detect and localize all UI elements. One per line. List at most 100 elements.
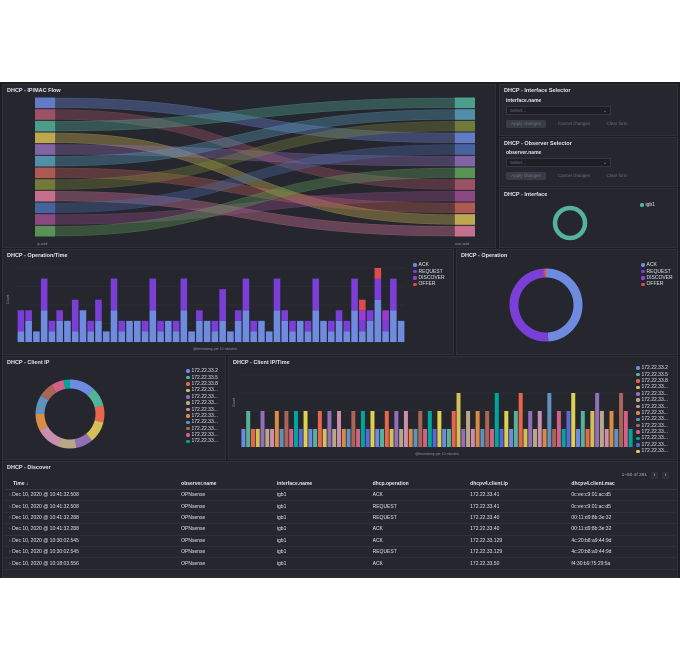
bar-request[interactable] <box>273 278 281 311</box>
bar[interactable] <box>418 411 423 447</box>
bar[interactable] <box>576 429 581 447</box>
bar[interactable] <box>599 411 604 447</box>
bar[interactable] <box>356 429 361 447</box>
sankey-chart[interactable]: ip.addr mac.addr <box>3 85 496 248</box>
bar[interactable] <box>327 411 332 447</box>
bar-request[interactable] <box>87 320 94 332</box>
bar[interactable] <box>580 411 585 447</box>
bar-request[interactable] <box>149 278 157 311</box>
bar-ack[interactable] <box>25 320 32 342</box>
bar-request[interactable] <box>71 299 79 332</box>
table-row[interactable]: › Dec 10, 2020 @ 10:30:02.545 OPNsense igb… <box>5 535 677 547</box>
bar-discover[interactable] <box>382 310 389 321</box>
bar-ack[interactable] <box>258 320 265 342</box>
bar-ack[interactable] <box>149 310 157 342</box>
sankey-node-mac[interactable] <box>455 109 475 120</box>
bar[interactable] <box>623 411 628 447</box>
bar[interactable] <box>446 429 451 447</box>
legend-item[interactable]: 172.22.33... <box>186 438 218 444</box>
bar-ack[interactable] <box>397 320 405 342</box>
bar-ack[interactable] <box>281 320 288 342</box>
bar[interactable] <box>360 411 365 447</box>
bar-ack[interactable] <box>273 310 281 342</box>
bar-request[interactable] <box>242 278 250 311</box>
bar-request[interactable] <box>110 278 118 311</box>
bar-ack[interactable] <box>196 320 203 342</box>
bar-ack[interactable] <box>165 320 172 342</box>
bar-request[interactable] <box>250 320 257 332</box>
bar-ack[interactable] <box>17 331 25 342</box>
bar[interactable] <box>394 411 399 447</box>
bar-ack[interactable] <box>359 331 366 342</box>
bar-ack[interactable] <box>328 331 335 342</box>
expand-row-icon[interactable]: › <box>9 503 13 510</box>
legend-item[interactable]: 172.22.33... <box>636 403 668 410</box>
bar[interactable] <box>442 429 447 447</box>
legend-item[interactable]: 172.22.33... <box>636 384 668 390</box>
client-ip-donut-chart[interactable] <box>3 357 226 460</box>
legend-item[interactable]: 172.22.33... <box>186 406 218 413</box>
sankey-node-ip[interactable] <box>35 144 55 155</box>
bar-request[interactable] <box>25 310 32 321</box>
clear-form-button[interactable]: Clear form <box>606 121 628 126</box>
sankey-node-mac[interactable] <box>455 97 475 109</box>
bar[interactable] <box>604 429 609 447</box>
donut-slice[interactable] <box>63 379 71 389</box>
bar-ack[interactable] <box>87 331 94 342</box>
legend-item[interactable]: 172.22.33... <box>636 391 668 397</box>
legend-item[interactable]: DISCOVER <box>413 275 445 281</box>
bar[interactable] <box>480 429 485 447</box>
column-header[interactable]: observer.name <box>177 479 273 490</box>
bar-ack[interactable] <box>40 310 48 342</box>
column-header[interactable]: dhcpv4.client.mac <box>567 479 677 490</box>
legend-item[interactable]: ACK <box>413 262 445 268</box>
bar[interactable] <box>470 429 475 447</box>
chevron-right-icon[interactable]: › <box>662 472 669 479</box>
legend-item[interactable]: 172.22.33... <box>186 387 218 393</box>
table-row[interactable]: › Dec 10, 2020 @ 10:18:03.556 OPNsense igb… <box>5 557 677 570</box>
bar[interactable] <box>461 429 466 447</box>
apply-changes-button[interactable]: Apply changes <box>506 172 546 180</box>
bar[interactable] <box>619 393 624 447</box>
bar-request[interactable] <box>219 289 226 321</box>
bar[interactable] <box>547 393 552 447</box>
legend-item[interactable]: 172.22.33... <box>636 410 668 416</box>
bar[interactable] <box>585 429 590 447</box>
sankey-node-ip[interactable] <box>35 225 55 237</box>
bar-ack[interactable] <box>304 331 312 342</box>
clear-form-button[interactable]: Clear form <box>606 173 628 178</box>
sankey-node-ip[interactable] <box>35 97 55 109</box>
legend-item[interactable]: 172.22.33... <box>186 394 218 400</box>
legend-item[interactable]: 172.22.33.8 <box>636 378 668 384</box>
bar-request[interactable] <box>335 310 343 321</box>
bar[interactable] <box>270 429 275 447</box>
donut-slice[interactable] <box>545 268 583 342</box>
bar[interactable] <box>571 393 576 447</box>
sankey-node-ip[interactable] <box>35 202 55 214</box>
bar[interactable] <box>552 429 557 447</box>
bar-request[interactable] <box>390 278 397 311</box>
expand-row-icon[interactable]: › <box>9 526 13 533</box>
legend-item[interactable]: 172.22.33.2 <box>186 368 218 374</box>
bar-ack[interactable] <box>172 331 180 342</box>
donut-slice[interactable] <box>74 433 92 448</box>
bar[interactable] <box>533 429 537 447</box>
sankey-node-ip[interactable] <box>35 167 55 179</box>
table-row[interactable]: › Dec 10, 2020 @ 10:41:32.508 OPNsense igb… <box>5 500 677 513</box>
bar[interactable] <box>489 429 494 447</box>
bar-ack[interactable] <box>211 331 219 342</box>
bar[interactable] <box>466 411 471 447</box>
legend-item[interactable]: REQUEST <box>641 268 673 275</box>
bar[interactable] <box>380 429 385 447</box>
bar-ack[interactable] <box>343 331 351 342</box>
bar-ack[interactable] <box>48 331 56 342</box>
bar-request[interactable] <box>343 320 351 332</box>
bar-ack[interactable] <box>265 331 273 342</box>
bar[interactable] <box>542 429 547 447</box>
donut-slice[interactable] <box>39 426 61 447</box>
table-row[interactable]: › Dec 10, 2020 @ 10:41:32.288 OPNsense igb… <box>5 512 677 525</box>
client-ip-time-chart[interactable]: Count @timestamp per 10 minutes <box>229 357 678 460</box>
bar[interactable] <box>322 429 327 447</box>
bar[interactable] <box>337 411 341 447</box>
bar[interactable] <box>274 411 279 447</box>
